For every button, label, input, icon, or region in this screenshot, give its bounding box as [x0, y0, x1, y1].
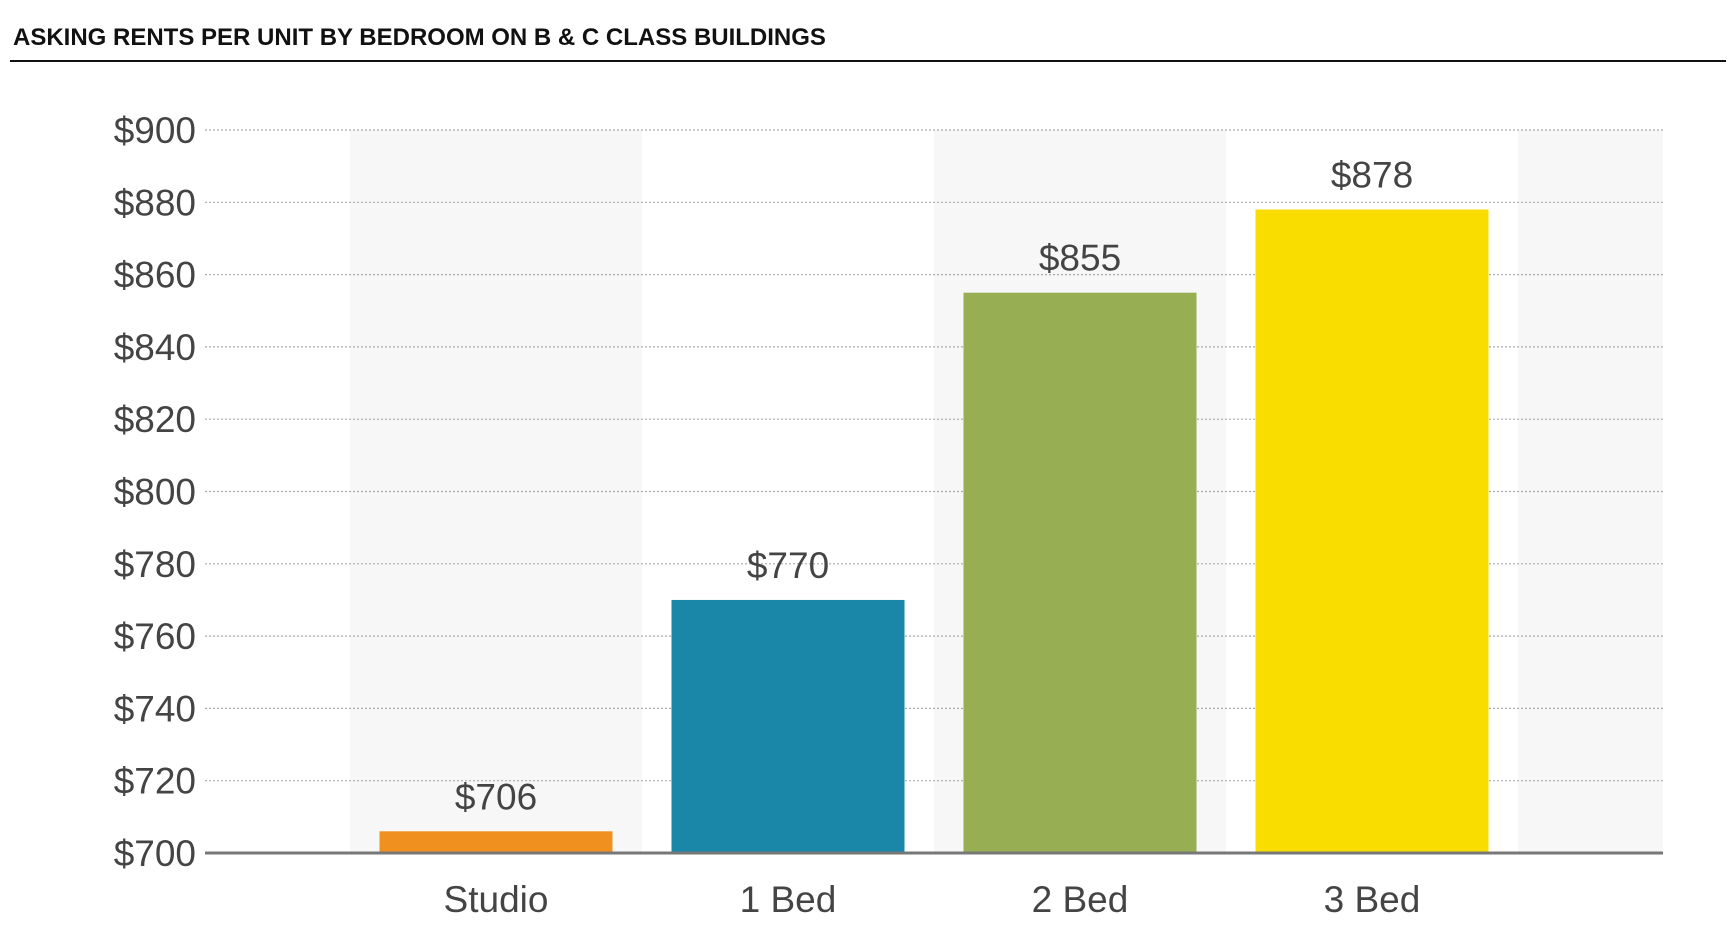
title-divider [10, 60, 1726, 62]
x-tick-label: 1 Bed [740, 879, 837, 920]
y-tick-label: $740 [114, 688, 196, 729]
data-label: $878 [1331, 155, 1413, 196]
x-tick-label: Studio [444, 879, 549, 920]
chart-title: ASKING RENTS PER UNIT BY BEDROOM ON B & … [13, 24, 826, 51]
y-tick-label: $700 [114, 833, 196, 874]
bar-2-bed [963, 292, 1197, 853]
y-tick-label: $720 [114, 761, 196, 802]
data-label: $855 [1039, 238, 1121, 279]
y-tick-label: $820 [114, 399, 196, 440]
bar-3-bed [1255, 209, 1489, 853]
x-tick-label: 2 Bed [1032, 879, 1129, 920]
y-tick-label: $800 [114, 472, 196, 513]
y-tick-label: $880 [114, 182, 196, 223]
x-tick-label: 3 Bed [1324, 879, 1421, 920]
data-label: $770 [747, 545, 829, 586]
bar-studio [379, 831, 613, 853]
data-label: $706 [455, 776, 537, 817]
y-tick-label: $760 [114, 616, 196, 657]
y-tick-label: $900 [114, 110, 196, 151]
y-tick-label: $860 [114, 255, 196, 296]
bar-1-bed [671, 599, 905, 853]
y-tick-label: $840 [114, 327, 196, 368]
y-tick-label: $780 [114, 544, 196, 585]
